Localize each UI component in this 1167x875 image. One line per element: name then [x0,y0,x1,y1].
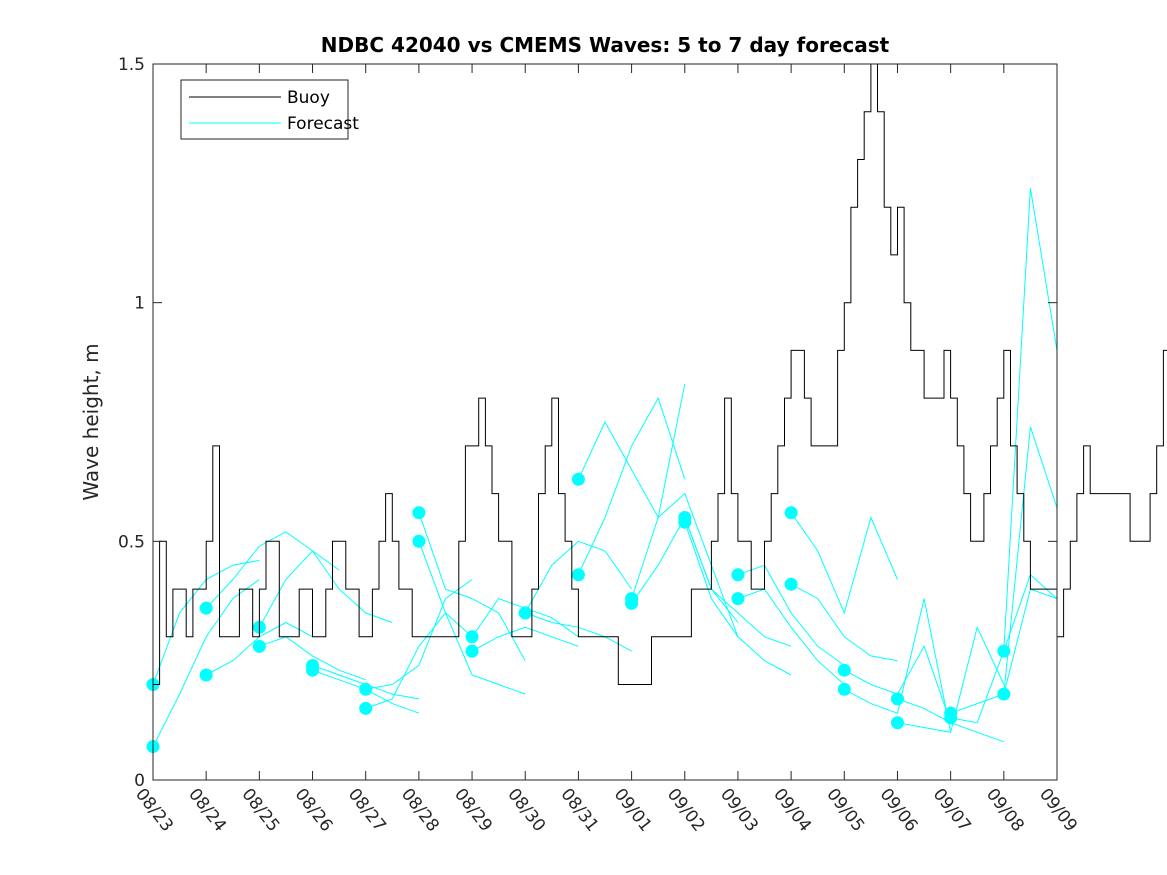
plot-area [146,63,1167,754]
forecast-start-point [731,592,745,606]
forecast-start-point [890,692,904,706]
forecast-line [471,626,579,652]
forecast-line [577,383,686,519]
legend: Buoy Forecast [180,79,359,140]
legend-box [180,79,349,140]
forecast-start-point [252,639,266,653]
forecast-start-point [678,515,692,529]
forecast-line [418,512,526,661]
forecast-start-point [890,716,904,730]
forecast-line [897,625,1005,733]
forecast-start-point [625,596,639,610]
forecast-line [737,588,845,685]
forecast-start-point [731,568,745,582]
forecast-line [259,636,366,681]
chart-title: NDBC 42040 vs CMEMS Waves: 5 to 7 day fo… [321,33,890,57]
forecast-start-point [199,668,213,682]
buoy-line [153,63,1167,685]
forecast-start-point [199,601,213,615]
forecast-line [524,540,633,614]
y-axis-label: Wave height, m [79,343,103,500]
forecast-start-point [944,711,958,725]
forecast-line [790,512,898,615]
forecast-line [684,522,792,676]
legend-buoy-label: Buoy [287,88,330,108]
y-tick-label: 0 [134,771,145,791]
forecast-line [844,598,952,733]
forecast-start-point [784,577,798,591]
forecast-start-point [997,644,1011,658]
forecast-start-point [412,506,426,520]
y-tick-label: 1 [134,294,145,314]
legend-forecast-label: Forecast [287,114,359,134]
forecast-start-point [571,568,585,582]
forecast-line [631,492,739,637]
forecast-line [684,517,792,647]
forecast-line [737,564,845,666]
forecast-line [790,583,898,662]
y-axis: 0 0.5 1 1.5 [118,55,1057,791]
forecast-start-point [465,630,479,644]
forecast-line [152,579,260,747]
y-tick-label: 0.5 [118,532,145,552]
forecast-start-point [465,644,479,658]
y-tick-label: 1.5 [118,55,145,75]
forecast-start-point [518,606,532,620]
forecast-start-point [359,701,373,715]
axes-box [152,63,1058,781]
forecast-line [205,531,340,609]
forecast-start-point [571,472,585,486]
forecast-start-point [784,506,798,520]
forecast-start-point [306,663,320,677]
forecast-line [365,612,473,709]
forecast-start-point [412,534,426,548]
forecast-start-point [837,663,851,677]
forecast-line [577,396,686,575]
forecast-start-point [837,682,851,696]
forecast-line [418,541,526,695]
forecast-start-point [997,687,1011,701]
forecast-start-point [359,682,373,696]
forecast-line [258,550,393,628]
